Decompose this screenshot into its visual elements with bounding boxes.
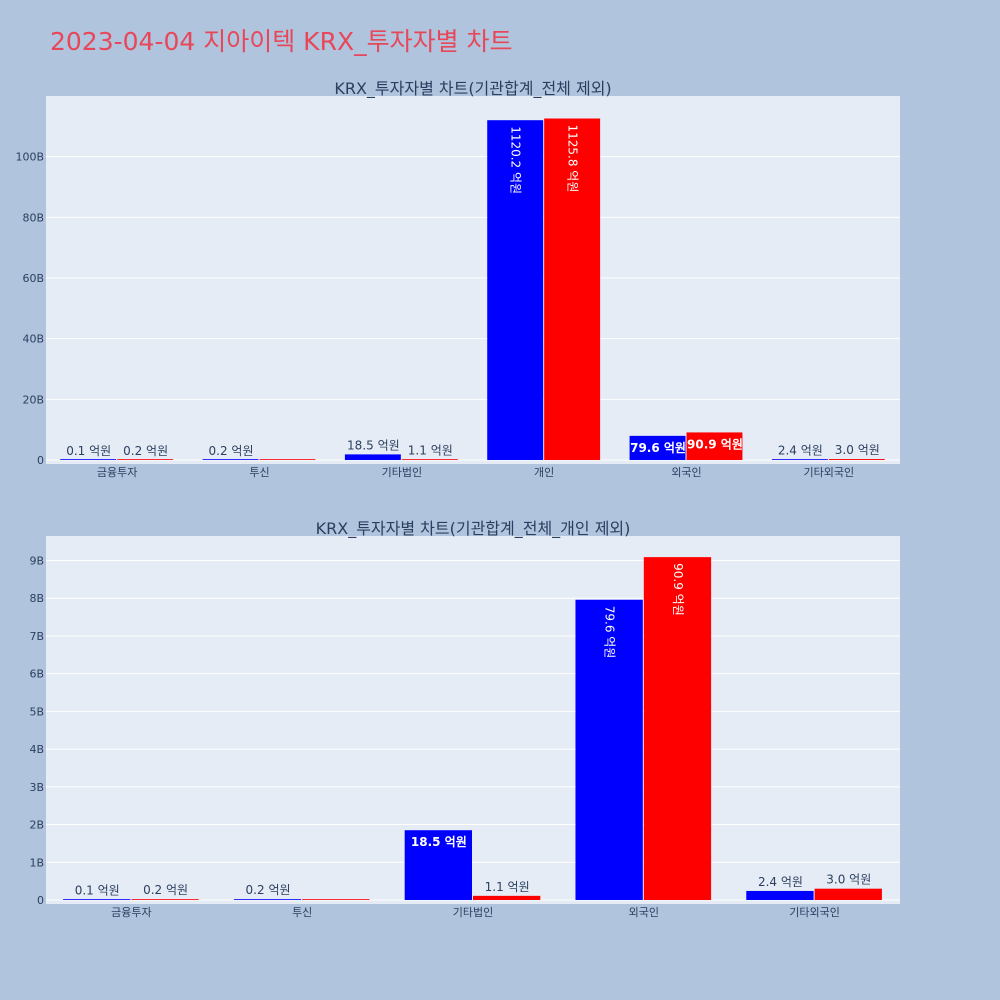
bar — [473, 895, 541, 900]
x-tick-label: 외국인 — [629, 906, 659, 919]
x-tick-label: 기타외국인 — [804, 466, 855, 479]
bar — [746, 890, 814, 900]
bar — [771, 459, 828, 460]
bar — [117, 459, 174, 460]
bar — [487, 120, 544, 461]
data-label: 3.0 억원 — [826, 873, 871, 887]
bar — [63, 899, 131, 900]
bar — [344, 454, 401, 460]
x-tick-label: 기타법인 — [453, 906, 493, 919]
bar — [60, 459, 117, 460]
y-tick-label: 60B — [22, 272, 44, 285]
data-label: 0.2 억원 — [123, 444, 168, 458]
data-label: 0.1 억원 — [75, 884, 120, 898]
plot-area-2 — [46, 536, 900, 904]
bar — [404, 830, 472, 900]
y-tick-label: 0 — [37, 894, 44, 907]
plot-area-1 — [46, 96, 900, 464]
bar — [233, 899, 302, 900]
bar — [575, 599, 643, 900]
data-label: 0.2 억원 — [209, 444, 254, 458]
y-tick-label: 7B — [29, 630, 44, 643]
y-tick-label: 2B — [29, 819, 44, 832]
y-tick-label: 40B — [22, 333, 44, 346]
y-tick-label: 4B — [29, 743, 44, 756]
bar — [686, 432, 743, 460]
x-tick-label: 개인 — [534, 466, 554, 479]
bar — [828, 459, 885, 460]
y-tick-label: 20B — [22, 393, 44, 406]
y-tick-label: 80B — [22, 211, 44, 224]
chart-title-1: KRX_투자자별 차트(기관합계_전체 제외) — [334, 79, 611, 99]
data-label: 18.5 억원 — [347, 438, 400, 452]
data-label: 2.4 억원 — [778, 443, 823, 457]
y-tick-label: 6B — [29, 668, 44, 681]
y-tick-label: 0 — [37, 454, 44, 467]
page-title: 2023-04-04 지아이텍 KRX_투자자별 차트 — [50, 27, 513, 56]
bar — [401, 459, 458, 460]
bar — [629, 435, 686, 460]
data-label: 79.6 억원 — [603, 606, 617, 659]
y-tick-label: 8B — [29, 592, 44, 605]
bar — [302, 899, 370, 900]
bar — [202, 459, 259, 460]
data-label: 79.6 억원 — [630, 441, 686, 455]
x-tick-label: 기타외국인 — [789, 906, 840, 919]
data-label: 90.9 억원 — [671, 563, 685, 616]
bar — [259, 459, 316, 460]
data-label: 1.1 억원 — [485, 880, 530, 894]
data-label: 0.1 억원 — [66, 444, 111, 458]
data-label: 3.0 억원 — [835, 443, 880, 457]
x-tick-label: 금융투자 — [97, 466, 137, 479]
data-label: 0.2 억원 — [246, 883, 291, 897]
x-tick-label: 외국인 — [671, 466, 701, 479]
x-tick-label: 투신 — [292, 906, 312, 919]
data-label: 90.9 억원 — [687, 437, 743, 451]
data-label: 1125.8 억원 — [566, 125, 580, 193]
bar — [131, 899, 199, 900]
chart-title-2: KRX_투자자별 차트(기관합계_전체_개인 제외) — [316, 519, 631, 539]
y-tick-label: 5B — [29, 705, 44, 718]
bar — [814, 888, 882, 900]
x-tick-label: 금융투자 — [111, 906, 151, 919]
y-tick-label: 100B — [15, 151, 44, 164]
y-tick-label: 9B — [29, 555, 44, 568]
y-tick-label: 1B — [29, 856, 44, 869]
data-label: 2.4 억원 — [758, 875, 803, 889]
data-label: 1120.2 억원 — [509, 126, 523, 194]
bar — [544, 118, 601, 461]
x-tick-label: 기타법인 — [382, 466, 422, 479]
data-label: 18.5 억원 — [411, 835, 467, 849]
x-tick-label: 투신 — [249, 466, 269, 479]
bar — [643, 557, 712, 900]
data-label: 0.2 억원 — [143, 883, 188, 897]
y-tick-label: 3B — [29, 781, 44, 794]
data-label: 1.1 억원 — [408, 444, 453, 458]
